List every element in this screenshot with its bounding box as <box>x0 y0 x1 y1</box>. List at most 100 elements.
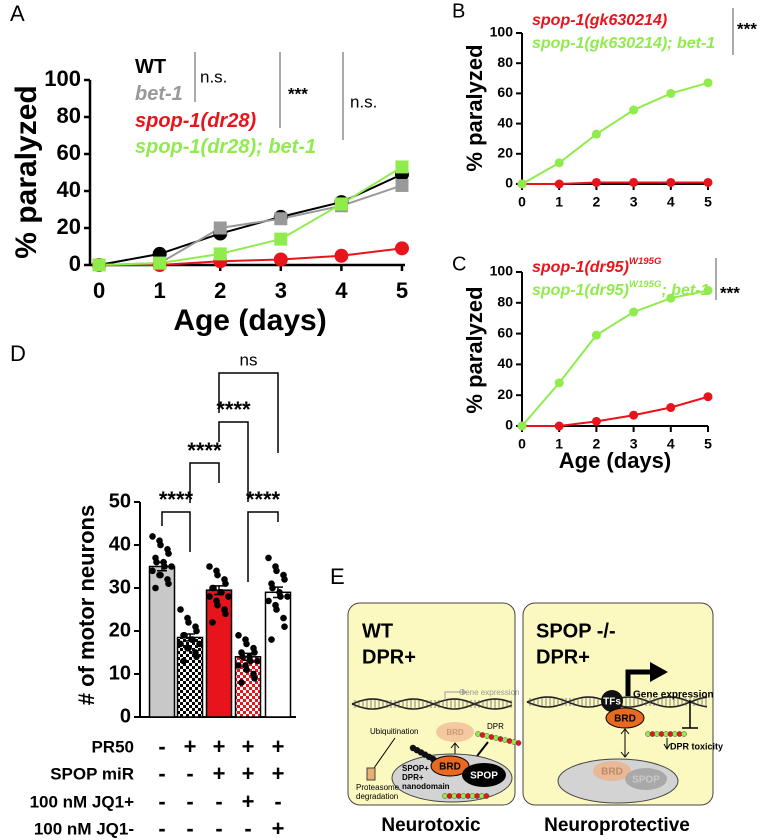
inhibition <box>682 700 698 729</box>
label: SPOP <box>470 771 498 782</box>
significance-bracket <box>161 511 191 552</box>
marker <box>395 160 409 174</box>
legend-entry: spop-1(dr28) <box>135 110 256 132</box>
panel-label: A <box>10 1 25 26</box>
annotation: *** <box>737 19 757 38</box>
y-tick-label: 40 <box>57 177 81 202</box>
condition-value: - <box>215 789 222 814</box>
y-axis-label: % paralyzed <box>462 44 487 171</box>
data-point <box>193 627 200 635</box>
legend-entry: spop-1(gk630214) <box>532 12 667 29</box>
y-tick-label: 0 <box>120 705 131 727</box>
x-axis-label: Age (days) <box>173 304 326 337</box>
marker <box>666 403 676 413</box>
box-title: WT <box>362 620 393 642</box>
y-tick-label: 0 <box>505 175 513 191</box>
label: BRD <box>439 762 461 773</box>
data-point <box>281 623 288 630</box>
y-tick-label: 20 <box>497 145 513 161</box>
data-point <box>214 601 221 609</box>
data-point <box>243 640 250 648</box>
data-point <box>254 657 261 665</box>
marker <box>591 330 601 340</box>
marker <box>517 179 527 189</box>
condition-label: PR50 <box>91 737 134 756</box>
data-point <box>235 632 242 639</box>
y-tick-label: 40 <box>109 533 131 555</box>
spop-faded <box>625 768 667 790</box>
condition-label: 100 nM JQ1+ <box>30 792 134 811</box>
error-bar <box>185 633 195 642</box>
x-tick-label: 5 <box>704 435 712 451</box>
x-tick-label: 4 <box>335 278 348 303</box>
y-tick-label: 60 <box>497 84 513 100</box>
label: Gene expression <box>459 688 519 697</box>
annotation: n.s. <box>350 92 377 111</box>
y-tick-label: 60 <box>497 324 513 340</box>
dpr-bead <box>506 738 513 744</box>
legend-text: spop-1(dr95) <box>532 259 629 276</box>
data-point <box>251 649 258 656</box>
double-arrow <box>620 728 630 758</box>
series-line <box>98 173 403 266</box>
data-point <box>273 567 280 575</box>
panel-label: E <box>330 564 345 589</box>
legend-text: ; bet-1 <box>661 282 709 299</box>
dpr-chain <box>475 731 522 746</box>
marker <box>554 378 564 388</box>
data-point <box>157 571 164 579</box>
y-axis-label: % paralyzed <box>462 286 487 413</box>
marker <box>517 421 527 431</box>
significance-bracket <box>189 462 220 503</box>
x-tick-label: 3 <box>630 193 638 209</box>
caption: Neurotoxic <box>381 815 481 836</box>
condition-value: - <box>158 789 165 814</box>
legend-entry: spop-1(dr95)W195G; bet-1 <box>532 279 710 300</box>
dpr-bead <box>493 735 499 741</box>
x-tick-label: 1 <box>555 435 563 451</box>
y-tick-label: 10 <box>109 662 131 684</box>
data-point <box>181 632 188 639</box>
x-tick-label: 2 <box>593 435 601 451</box>
y-tick-label: 20 <box>497 386 513 402</box>
data-point <box>222 610 229 618</box>
arrow <box>650 662 668 682</box>
condition-value: - <box>274 789 281 814</box>
dna <box>351 698 513 710</box>
data-point <box>157 541 164 549</box>
label: BRD <box>614 714 636 725</box>
y-tick-label: 80 <box>497 54 513 70</box>
data-point <box>209 619 216 626</box>
data-point <box>225 593 232 600</box>
legend-text: spop-1(dr28) <box>135 110 256 132</box>
data-point <box>168 563 175 570</box>
brd-faded <box>593 761 631 781</box>
arrow <box>625 669 652 696</box>
data-point <box>153 558 160 566</box>
data-point <box>165 580 172 587</box>
dpr-bead <box>681 731 687 737</box>
annotation: n.s. <box>200 67 227 86</box>
caption: Neuroprotective <box>544 815 690 836</box>
box-title: DPR+ <box>536 646 590 668</box>
x-tick-label: 4 <box>667 193 675 209</box>
data-point <box>251 675 258 682</box>
data-point <box>247 657 254 665</box>
error-bar <box>243 652 253 661</box>
marker <box>666 293 676 303</box>
marker <box>629 307 639 317</box>
data-point <box>180 657 187 665</box>
y-tick-label: 100 <box>490 263 514 279</box>
panel-label: D <box>10 341 26 366</box>
legend-entry: spop-1(dr95)W195G <box>532 256 662 277</box>
marker <box>334 248 349 263</box>
bar <box>148 565 176 718</box>
annotation: *** <box>288 84 308 103</box>
x-axis-label: Age (days) <box>559 448 671 473</box>
y-axis-label: % paralyzed <box>10 85 43 258</box>
legend-entry: spop-1(dr28); bet-1 <box>135 136 316 158</box>
condition-value: - <box>244 816 251 840</box>
marker <box>666 177 676 187</box>
label: Proteasome <box>356 783 400 792</box>
